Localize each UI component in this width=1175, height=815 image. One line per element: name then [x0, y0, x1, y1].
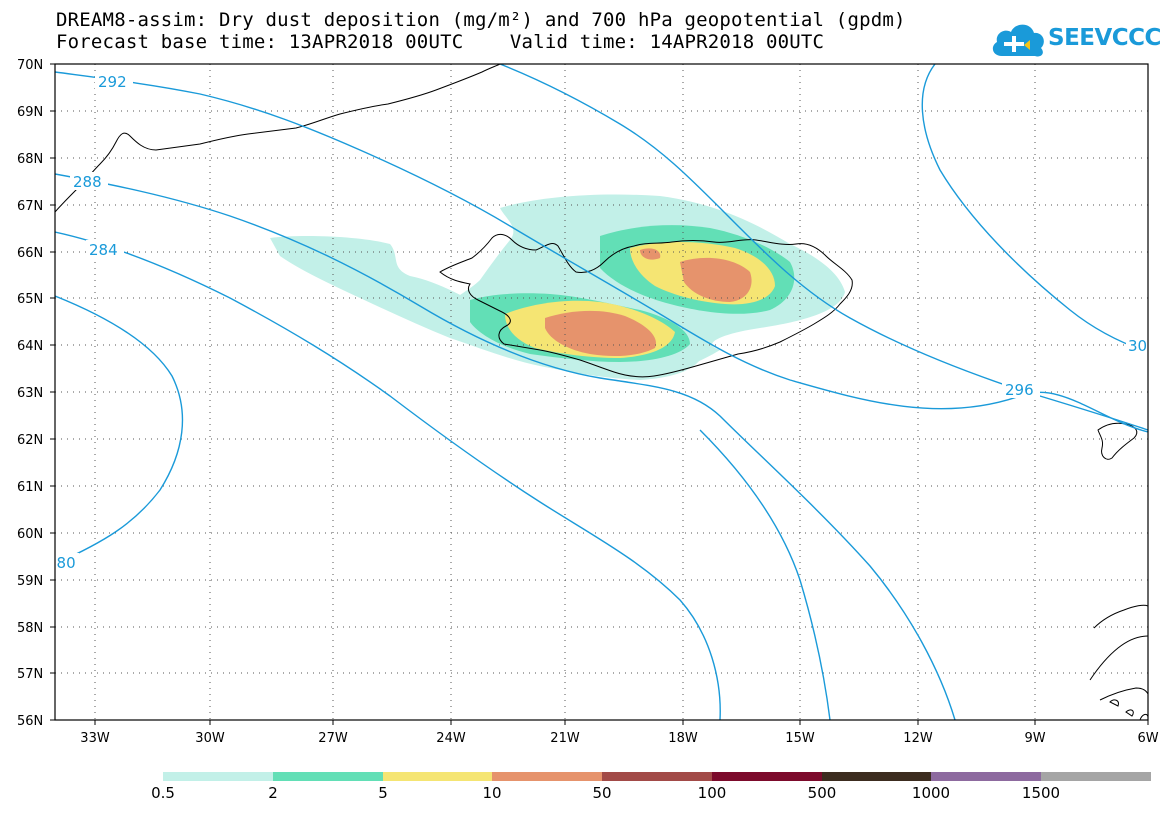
lat-label-67n: 67N [17, 199, 43, 214]
cloud-logo-icon [992, 24, 1044, 57]
dust-band-10-50-east [680, 257, 752, 302]
contour-300 [921, 64, 1148, 353]
dust-deposition-layer [270, 194, 845, 380]
contour-label-292: 292 [98, 73, 127, 91]
legend-swatch [492, 772, 603, 781]
lon-label-12w: 12W [903, 731, 933, 746]
color-legend-bar [163, 772, 1152, 781]
legend-swatch [711, 772, 822, 781]
legend-swatch [931, 772, 1042, 781]
graticule [55, 64, 1148, 720]
legend-label-500: 500 [807, 784, 837, 802]
lat-label-63n: 63N [17, 386, 43, 401]
legend-label-50: 50 [592, 784, 612, 802]
legend-label-0-5: 0.5 [151, 784, 175, 802]
legend-label-10: 10 [482, 784, 502, 802]
legend-swatch [1041, 772, 1152, 781]
dust-band-10-50-west [545, 310, 656, 356]
longitude-labels: 33W 30W 27W 24W 21W 18W 15W 12W 9W 6W [80, 731, 1158, 746]
contour-label-284: 284 [89, 241, 118, 259]
contour-label-300: 300 [1128, 337, 1157, 355]
lon-label-18w: 18W [668, 731, 698, 746]
lat-label-59n: 59N [17, 574, 43, 589]
lon-label-6w: 6W [1137, 731, 1158, 746]
geopotential-contours [55, 64, 1148, 720]
iceland-coast [439, 233, 853, 378]
lat-label-68n: 68N [17, 152, 43, 167]
lat-label-62n: 62N [17, 433, 43, 448]
scotland-coast [1089, 604, 1148, 701]
lat-label-64n: 64N [17, 339, 43, 354]
lon-label-30w: 30W [195, 731, 225, 746]
lat-label-69n: 69N [17, 105, 43, 120]
legend-swatch [821, 772, 932, 781]
contour-292 [55, 71, 1148, 433]
lat-label-60n: 60N [17, 527, 43, 542]
lat-label-65n: 65N [17, 292, 43, 307]
map-subtitle-times: Forecast base time: 13APR2018 00UTC Vali… [56, 31, 825, 53]
lat-label-70n: 70N [17, 58, 43, 73]
lon-label-33w: 33W [80, 731, 110, 746]
greenland-coast [55, 64, 501, 213]
lat-label-58n: 58N [17, 621, 43, 636]
dust-band-10-50-north [640, 248, 661, 260]
lat-label-57n: 57N [17, 667, 43, 682]
lat-label-66n: 66N [17, 246, 43, 261]
contour-label-280: 280 [47, 554, 76, 572]
latitude-labels: 70N 69N 68N 67N 66N 65N 64N 63N 62N 61N … [17, 58, 43, 729]
contour-284 [55, 231, 721, 720]
legend-swatch [163, 772, 273, 781]
contour-label-296: 296 [1005, 381, 1034, 399]
legend-swatch [382, 772, 493, 781]
contour-288 [55, 173, 956, 720]
contour-label-288: 288 [73, 173, 102, 191]
seevccc-logo: SEEVCCC [990, 18, 1161, 62]
lon-label-9w: 9W [1024, 731, 1045, 746]
lon-label-24w: 24W [436, 731, 466, 746]
map-plot-area: 292 288 284 280 296 300 [47, 64, 1157, 720]
map-title: DREAM8-assim: Dry dust deposition (mg/m²… [56, 9, 906, 31]
legend-swatch [602, 772, 712, 781]
contour-296-south [699, 429, 831, 720]
legend-swatch [272, 772, 383, 781]
logo-text: SEEVCCC [1048, 25, 1161, 51]
legend-label-5: 5 [378, 784, 388, 802]
faroe-islands [1097, 422, 1138, 460]
lat-label-61n: 61N [17, 480, 43, 495]
scotland-islands [1109, 699, 1148, 720]
legend-label-2: 2 [268, 784, 278, 802]
dust-band-0-5-2-west-plume [270, 236, 700, 380]
contour-280 [55, 295, 184, 565]
legend-label-1000: 1000 [911, 784, 951, 802]
lon-label-15w: 15W [785, 731, 815, 746]
legend-label-1500: 1500 [1021, 784, 1061, 802]
contour-labels: 292 288 284 280 296 300 [47, 72, 1157, 572]
legend-label-100: 100 [697, 784, 727, 802]
lon-label-27w: 27W [318, 731, 348, 746]
axis-ticks [50, 63, 1149, 725]
lon-label-21w: 21W [550, 731, 580, 746]
lat-label-56n: 56N [17, 714, 43, 729]
